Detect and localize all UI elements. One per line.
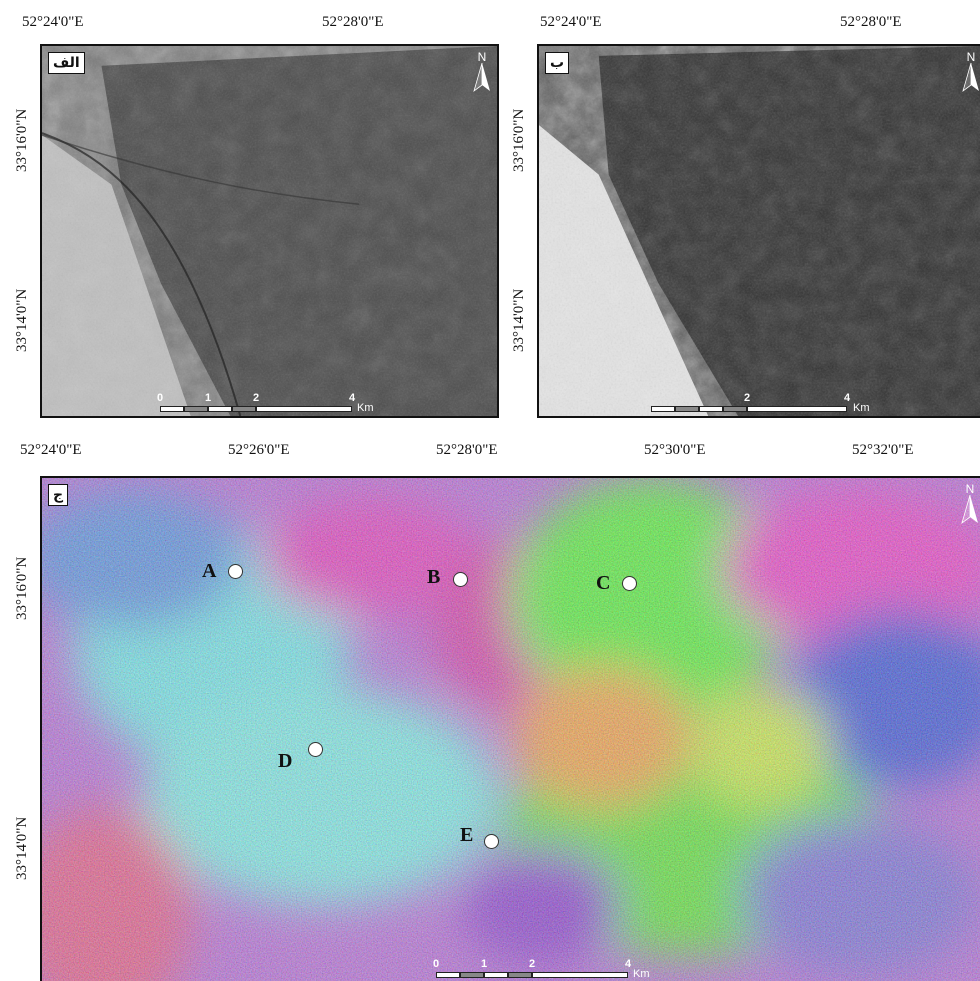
scale-tick: 1 bbox=[204, 392, 212, 404]
scale-tick: 2 bbox=[252, 392, 260, 404]
scale-tick: 0 bbox=[432, 958, 440, 970]
panel-a-lat-label-2: 33°14'0"N bbox=[14, 288, 30, 352]
sample-point-c-label: C bbox=[596, 572, 611, 594]
panel-b-lon-label-2: 52°28'0"E bbox=[840, 14, 902, 30]
panel-c-map: ج N A B C D E 0 1 2 4 Km bbox=[40, 476, 980, 981]
panel-c-image bbox=[42, 478, 980, 981]
panel-a-lat-label-1: 33°16'0"N bbox=[14, 108, 30, 172]
panel-a-scalebar: 0 1 2 4 Km bbox=[156, 392, 380, 414]
panel-c-north-arrow: N bbox=[960, 482, 980, 526]
sample-point-d-label: D bbox=[278, 750, 293, 772]
scale-tick: 0 bbox=[156, 392, 164, 404]
panel-c-lon-label-2: 52°26'0"E bbox=[228, 442, 290, 458]
sample-point-a[interactable] bbox=[228, 564, 243, 579]
sample-point-b-label: B bbox=[427, 566, 441, 588]
scale-tick: 4 bbox=[624, 958, 632, 970]
panel-b-lat-label-2: 33°14'0"N bbox=[511, 288, 527, 352]
panel-c-lat-label-1: 33°16'0"N bbox=[14, 556, 30, 620]
panel-a-lon-label-2: 52°28'0"E bbox=[322, 14, 384, 30]
panel-b-scalebar: 2 4 Km bbox=[651, 392, 901, 414]
panel-a-map: الف N 0 1 2 4 Km bbox=[40, 44, 499, 418]
panel-a-lon-label-1: 52°24'0"E bbox=[22, 14, 84, 30]
panel-c-lon-label-1: 52°24'0"E bbox=[20, 442, 82, 458]
panel-b-map: ب N 2 4 Km bbox=[537, 44, 980, 418]
panel-a-image bbox=[42, 46, 497, 416]
scale-unit: Km bbox=[357, 402, 374, 414]
sample-point-b[interactable] bbox=[453, 572, 468, 587]
panel-c-lon-label-5: 52°32'0"E bbox=[852, 442, 914, 458]
north-letter: N bbox=[966, 50, 976, 64]
sample-point-c[interactable] bbox=[622, 576, 637, 591]
north-letter: N bbox=[965, 482, 975, 496]
panel-b-image bbox=[539, 46, 980, 416]
panel-c-scalebar: 0 1 2 4 Km bbox=[432, 958, 676, 980]
panel-c-lon-label-3: 52°28'0"E bbox=[436, 442, 498, 458]
panel-a-north-arrow: N bbox=[472, 50, 492, 94]
panel-b-north-arrow: N bbox=[961, 50, 980, 94]
north-arrow-icon bbox=[961, 495, 978, 525]
panel-a-label: الف bbox=[48, 52, 85, 74]
panel-c-label: ج bbox=[48, 484, 69, 506]
sample-point-d[interactable] bbox=[308, 742, 323, 757]
scale-unit: Km bbox=[853, 402, 870, 414]
north-arrow-icon bbox=[473, 63, 490, 93]
panel-b-lat-label-1: 33°16'0"N bbox=[511, 108, 527, 172]
scale-tick: 2 bbox=[743, 392, 751, 404]
north-letter: N bbox=[477, 50, 487, 64]
sample-point-a-label: A bbox=[202, 560, 217, 582]
scale-tick: 1 bbox=[480, 958, 488, 970]
scale-tick: 4 bbox=[843, 392, 851, 404]
panel-c-lon-label-4: 52°30'0"E bbox=[644, 442, 706, 458]
panel-c-lat-label-2: 33°14'0"N bbox=[14, 816, 30, 880]
scale-tick: 4 bbox=[348, 392, 356, 404]
sample-point-e[interactable] bbox=[484, 834, 499, 849]
sample-point-e-label: E bbox=[460, 824, 474, 846]
north-arrow-icon bbox=[962, 63, 979, 93]
scale-unit: Km bbox=[633, 968, 650, 980]
scale-tick: 2 bbox=[528, 958, 536, 970]
panel-b-lon-label-1: 52°24'0"E bbox=[540, 14, 602, 30]
panel-b-label: ب bbox=[545, 52, 570, 74]
